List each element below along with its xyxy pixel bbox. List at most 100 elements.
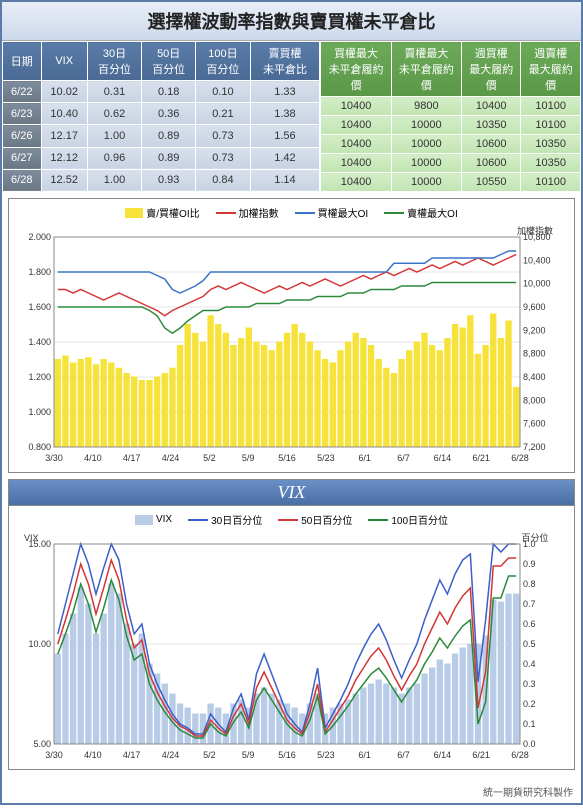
table-cell: 10350 bbox=[521, 135, 581, 154]
svg-text:0.800: 0.800 bbox=[28, 442, 51, 452]
svg-text:6/21: 6/21 bbox=[472, 750, 490, 760]
table-cell: 1.00 bbox=[87, 169, 141, 191]
chart1-svg: 0.8001.0001.2001.4001.6001.8002.0007,200… bbox=[9, 222, 570, 472]
legend-label: 50日百分位 bbox=[301, 512, 352, 527]
page-title: 選擇權波動率指數與賣買權未平倉比 bbox=[2, 2, 581, 41]
svg-text:6/21: 6/21 bbox=[472, 453, 490, 463]
table-cell: 0.93 bbox=[142, 169, 196, 191]
table-cell: 10600 bbox=[461, 154, 520, 173]
table-cell: 1.33 bbox=[250, 81, 320, 103]
table-cell: 10.02 bbox=[41, 81, 87, 103]
col-header: 週賣權最大履約價 bbox=[521, 42, 581, 97]
table-cell: 0.31 bbox=[87, 81, 141, 103]
table-cell: 10100 bbox=[521, 173, 581, 192]
svg-text:4/17: 4/17 bbox=[123, 750, 141, 760]
svg-text:0.3: 0.3 bbox=[523, 679, 536, 689]
table-cell: 0.73 bbox=[196, 125, 250, 147]
svg-text:6/1: 6/1 bbox=[358, 750, 371, 760]
svg-text:7,600: 7,600 bbox=[523, 419, 546, 429]
svg-text:4/17: 4/17 bbox=[123, 453, 141, 463]
svg-text:6/1: 6/1 bbox=[358, 453, 371, 463]
table-row: 1040098001040010100 bbox=[321, 97, 581, 116]
svg-text:3/30: 3/30 bbox=[45, 453, 63, 463]
svg-text:6/28: 6/28 bbox=[511, 453, 529, 463]
svg-text:0.1: 0.1 bbox=[523, 719, 536, 729]
svg-text:8,000: 8,000 bbox=[523, 395, 546, 405]
svg-text:10,400: 10,400 bbox=[523, 255, 551, 265]
svg-text:百分位: 百分位 bbox=[521, 532, 548, 543]
report-frame: 選擇權波動率指數與賣買權未平倉比 日期VIX30日百分位50日百分位100日百分… bbox=[0, 0, 583, 805]
table-row: 10400100001055010100 bbox=[321, 173, 581, 192]
table-cell: 0.89 bbox=[142, 125, 196, 147]
table-cell: 10000 bbox=[391, 173, 461, 192]
svg-text:0.6: 0.6 bbox=[523, 619, 536, 629]
table-cell: 10.40 bbox=[41, 103, 87, 125]
table-cell: 0.96 bbox=[87, 147, 141, 169]
svg-text:加權指數: 加權指數 bbox=[517, 225, 553, 236]
svg-text:0.7: 0.7 bbox=[523, 599, 536, 609]
table-row: 6/2310.400.620.360.211.38 bbox=[3, 103, 320, 125]
svg-text:0.9: 0.9 bbox=[523, 559, 536, 569]
chart1-legend: 賣/買權OI比加權指數買權最大OI賣權最大OI bbox=[9, 199, 574, 222]
legend-label: 買權最大OI bbox=[318, 205, 369, 220]
col-header: 日期 bbox=[3, 42, 42, 81]
table-row: 10400100001035010100 bbox=[321, 116, 581, 135]
svg-text:6/7: 6/7 bbox=[397, 750, 410, 760]
table-cell: 0.36 bbox=[142, 103, 196, 125]
table-cell: 10100 bbox=[521, 97, 581, 116]
col-header: 週買權最大履約價 bbox=[461, 42, 520, 97]
svg-text:5/23: 5/23 bbox=[317, 750, 335, 760]
svg-text:4/24: 4/24 bbox=[162, 750, 180, 760]
table-cell: 0.21 bbox=[196, 103, 250, 125]
svg-text:0.8: 0.8 bbox=[523, 579, 536, 589]
legend-swatch bbox=[295, 212, 315, 214]
svg-text:5/9: 5/9 bbox=[242, 453, 255, 463]
table-row: 6/2812.521.000.930.841.14 bbox=[3, 169, 320, 191]
table-cell: 12.12 bbox=[41, 147, 87, 169]
svg-text:5/16: 5/16 bbox=[278, 750, 296, 760]
svg-text:VIX: VIX bbox=[24, 533, 39, 543]
svg-text:5.00: 5.00 bbox=[33, 739, 51, 749]
svg-text:4/10: 4/10 bbox=[84, 750, 102, 760]
table-row: 10400100001060010350 bbox=[321, 135, 581, 154]
table-cell: 0.73 bbox=[196, 147, 250, 169]
legend-item: 30日百分位 bbox=[188, 512, 262, 527]
table-cell: 6/27 bbox=[3, 147, 42, 169]
legend-label: 30日百分位 bbox=[211, 512, 262, 527]
table-cell: 10550 bbox=[461, 173, 520, 192]
legend-label: 賣/買權OI比 bbox=[146, 205, 199, 220]
table-cell: 0.89 bbox=[142, 147, 196, 169]
col-header: 賣權最大未平倉履約價 bbox=[391, 42, 461, 97]
legend-swatch bbox=[368, 519, 388, 521]
col-header: 30日百分位 bbox=[87, 42, 141, 81]
table-cell: 0.62 bbox=[87, 103, 141, 125]
table-cell: 10600 bbox=[461, 135, 520, 154]
table-cell: 1.00 bbox=[87, 125, 141, 147]
footer-credit: 統一期貨研究科製作 bbox=[2, 782, 581, 803]
table-cell: 10400 bbox=[321, 173, 391, 192]
svg-text:1.600: 1.600 bbox=[28, 302, 51, 312]
svg-text:10,000: 10,000 bbox=[523, 279, 551, 289]
tables-row: 日期VIX30日百分位50日百分位100日百分位賣買權未平倉比6/2210.02… bbox=[2, 41, 581, 192]
svg-text:0.5: 0.5 bbox=[523, 639, 536, 649]
table-cell: 1.42 bbox=[250, 147, 320, 169]
table-cell: 10400 bbox=[321, 135, 391, 154]
chart1-box: 賣/買權OI比加權指數 買權最大OI 賣權最大OI 0.800 1.000 1.200 1… bbox=[8, 198, 575, 473]
svg-text:1.200: 1.200 bbox=[28, 372, 51, 382]
table-cell: 12.17 bbox=[41, 125, 87, 147]
table-cell: 10350 bbox=[461, 116, 520, 135]
table-cell: 9800 bbox=[391, 97, 461, 116]
svg-text:0.2: 0.2 bbox=[523, 699, 536, 709]
svg-text:2.000: 2.000 bbox=[28, 232, 51, 242]
svg-text:1.000: 1.000 bbox=[28, 407, 51, 417]
chart2-title: VIX bbox=[9, 480, 574, 506]
table-row: 6/2612.171.000.890.731.56 bbox=[3, 125, 320, 147]
table-cell: 10000 bbox=[391, 135, 461, 154]
col-header: 買權最大未平倉履約價 bbox=[321, 42, 391, 97]
svg-text:6/14: 6/14 bbox=[434, 750, 452, 760]
legend-item: 賣/買權OI比 bbox=[125, 205, 199, 220]
legend-item: 賣權最大OI bbox=[384, 205, 458, 220]
table-cell: 0.84 bbox=[196, 169, 250, 191]
svg-text:10.00: 10.00 bbox=[28, 639, 51, 649]
table-row: 6/2210.020.310.180.101.33 bbox=[3, 81, 320, 103]
